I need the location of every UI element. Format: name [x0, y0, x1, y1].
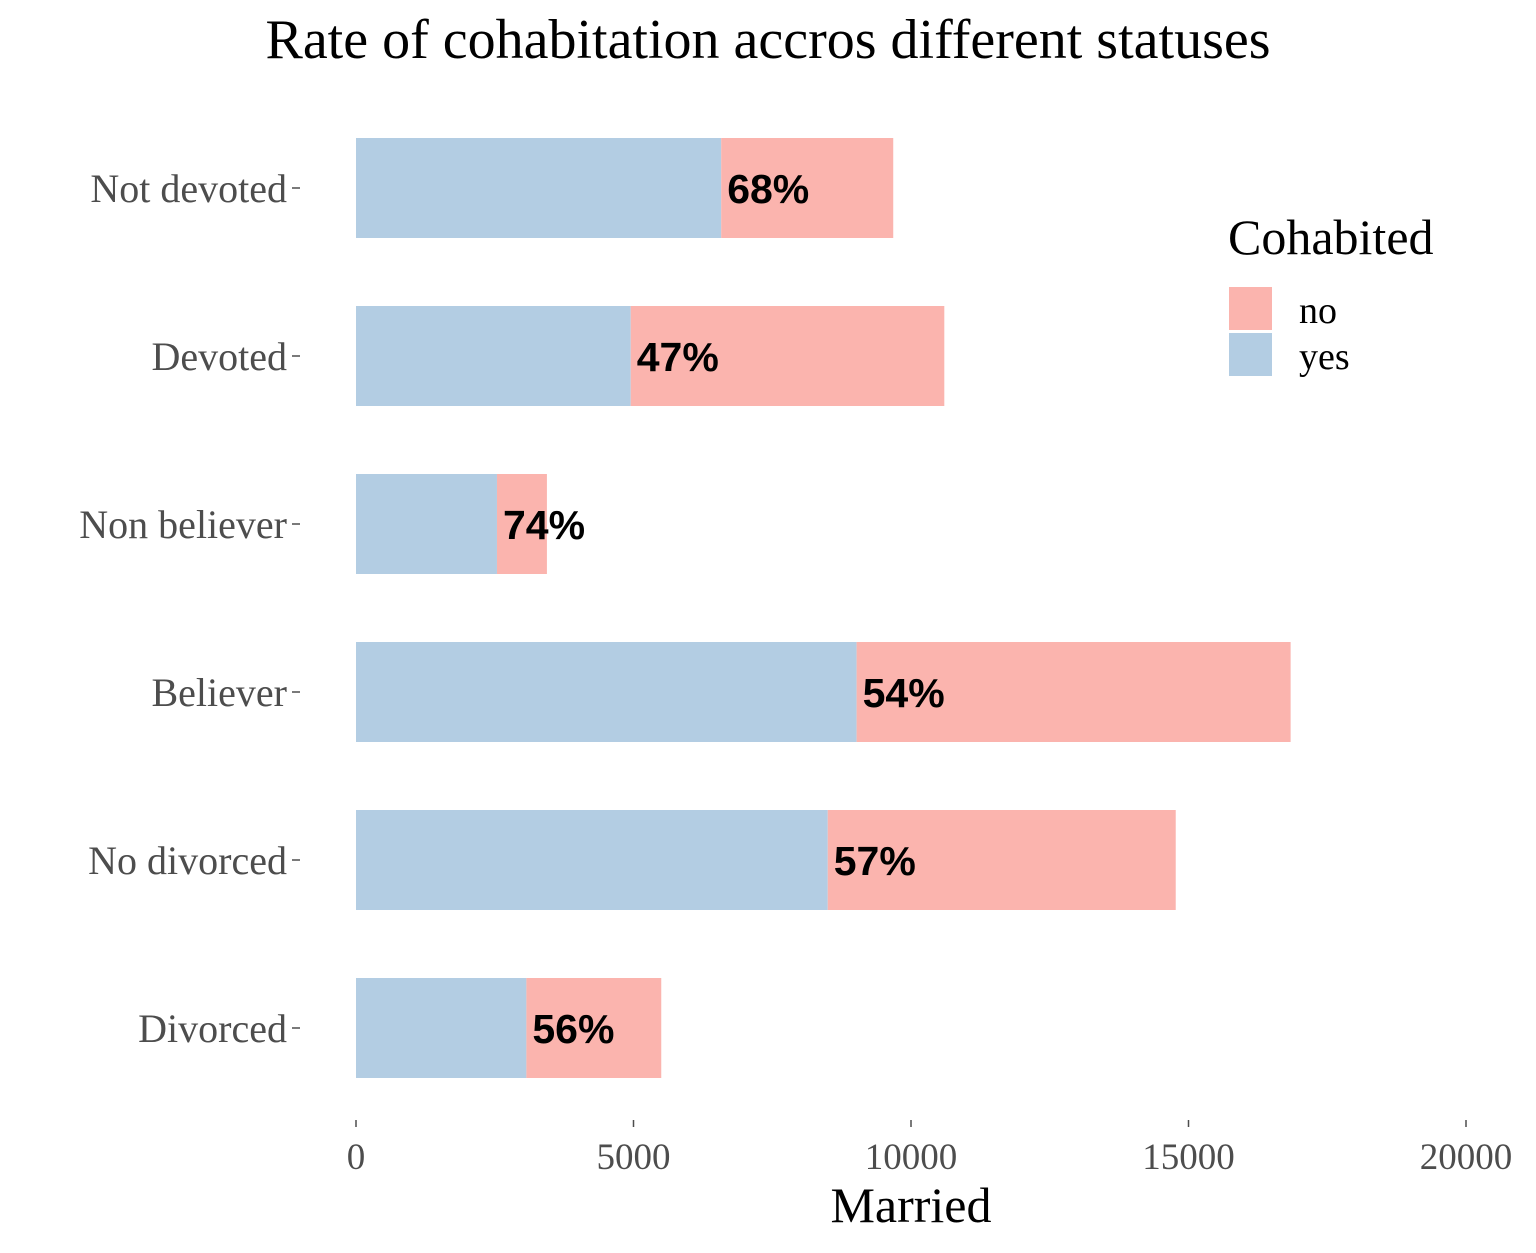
- chart-title: Rate of cohabitation accros different st…: [265, 9, 1270, 71]
- data-label-3: 54%: [863, 670, 945, 716]
- x-tick-label-1: 5000: [597, 1137, 671, 1178]
- bar-yes-1: [356, 306, 631, 406]
- data-labels-layer: 68% 47% 74% 54% 57% 56%: [503, 166, 945, 1052]
- x-tick-label-0: 0: [347, 1137, 366, 1178]
- y-tick-label-3: Believer: [152, 670, 288, 715]
- data-label-1: 47%: [637, 334, 719, 380]
- bar-yes-4: [356, 810, 828, 910]
- x-axis: 0 5000 10000 15000 20000: [347, 1120, 1513, 1178]
- bar-yes-3: [356, 642, 857, 742]
- bar-no-0: [721, 138, 894, 238]
- legend-swatch-yes: [1229, 333, 1272, 376]
- bar-yes-5: [356, 978, 527, 1078]
- bar-no-2: [496, 474, 547, 574]
- x-axis-title: Married: [830, 1177, 991, 1233]
- y-tick-label-1: Devoted: [151, 334, 287, 379]
- x-tick-label-2: 10000: [865, 1137, 958, 1178]
- legend-swatch-no: [1229, 287, 1272, 330]
- y-tick-label-4: No divorced: [88, 838, 287, 883]
- bar-no-1: [630, 306, 945, 406]
- bar-yes-0: [356, 138, 722, 238]
- data-label-2: 74%: [503, 502, 585, 548]
- y-tick-label-0: Not devoted: [90, 166, 287, 211]
- bar-no-4: [827, 810, 1176, 910]
- data-label-0: 68%: [727, 166, 809, 212]
- y-tick-label-5: Divorced: [138, 1006, 287, 1051]
- data-label-4: 57%: [834, 838, 916, 884]
- bar-no-5: [526, 978, 662, 1078]
- bar-yes-2: [356, 474, 497, 574]
- bar-no-3: [856, 642, 1291, 742]
- y-tick-label-2: Non believer: [79, 502, 287, 547]
- x-tick-label-3: 15000: [1142, 1137, 1235, 1178]
- legend-label-yes: yes: [1299, 336, 1350, 378]
- x-tick-label-4: 20000: [1420, 1137, 1513, 1178]
- y-axis: Not devoted Devoted Non believer Believer No…: [79, 166, 300, 1051]
- legend-label-no: no: [1299, 290, 1337, 332]
- legend-title: Cohabited: [1228, 209, 1434, 265]
- bars-layer: [356, 138, 1291, 1078]
- data-label-5: 56%: [532, 1006, 614, 1052]
